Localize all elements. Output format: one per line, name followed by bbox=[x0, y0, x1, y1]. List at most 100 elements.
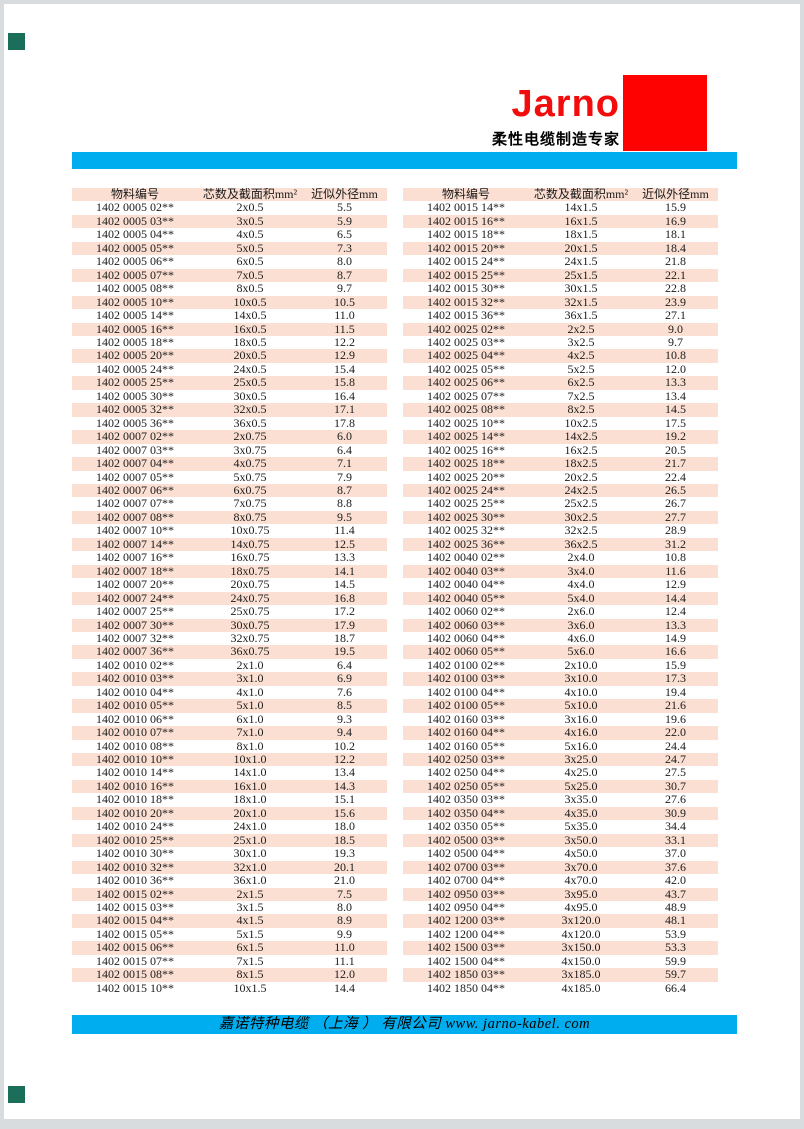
table-cell: 10x0.75 bbox=[230, 524, 270, 538]
table-cell: 30x1.5 bbox=[564, 282, 598, 296]
table-cell: 4x95.0 bbox=[564, 901, 598, 915]
table-cell: 1402 0005 06** bbox=[96, 255, 174, 269]
table-row: 1402 0015 36** 36x1.5 27.1 bbox=[403, 309, 718, 323]
table-cell: 2x0.75 bbox=[233, 430, 267, 444]
table-row: 1402 0010 36** 36x1.0 21.0 bbox=[72, 874, 387, 888]
table-cell: 1402 0500 03** bbox=[427, 833, 505, 847]
table-cell: 13.3 bbox=[664, 618, 686, 632]
table-cell: 8.0 bbox=[336, 901, 352, 915]
table-cell: 14x0.75 bbox=[230, 537, 270, 551]
table-cell: 1402 0010 02** bbox=[96, 658, 174, 672]
table-cell: 5x35.0 bbox=[564, 820, 598, 834]
table-cell: 1402 0010 32** bbox=[96, 860, 174, 874]
table-row: 1402 0025 06** 6x2.5 13.3 bbox=[403, 376, 718, 390]
table-cell: 4x150.0 bbox=[561, 954, 601, 968]
table-cell: 1402 0005 30** bbox=[96, 389, 174, 403]
table-row: 1402 0015 05** 5x1.5 9.9 bbox=[72, 927, 387, 942]
table-cell: 9.0 bbox=[667, 322, 683, 336]
table-row: 1402 0010 05** 5x1.0 8.5 bbox=[72, 699, 387, 713]
table-cell: 7x1.5 bbox=[236, 954, 264, 968]
table-row: 1402 0015 08** 8x1.5 12.0 bbox=[72, 968, 387, 982]
table-row: 1402 0005 07** 7x0.5 8.7 bbox=[72, 268, 387, 283]
table-cell: 8.9 bbox=[336, 914, 352, 928]
table-cell: 1402 0007 06** bbox=[96, 483, 174, 497]
table-cell: 22.8 bbox=[664, 282, 686, 296]
table-cell: 1402 0015 10** bbox=[96, 981, 174, 995]
table-cell: 1402 0005 32** bbox=[96, 403, 174, 417]
table-cell: 9.4 bbox=[336, 726, 352, 740]
table-cell: 1402 0025 36** bbox=[427, 537, 505, 551]
table-cell: 15.9 bbox=[664, 658, 686, 672]
table-cell: 4x185.0 bbox=[561, 981, 601, 995]
table-cell: 1402 0005 36** bbox=[96, 416, 174, 430]
table-cell: 18x2.5 bbox=[564, 457, 598, 471]
table-cell: 1402 0015 24** bbox=[427, 255, 505, 269]
table-cell: 1402 0025 07** bbox=[427, 389, 505, 403]
table-cell: 9.5 bbox=[336, 510, 352, 524]
table-row: 1402 0005 04** 4x0.5 6.5 bbox=[72, 228, 387, 242]
table-cell: 32x0.5 bbox=[233, 403, 267, 417]
table-cell: 2x6.0 bbox=[567, 605, 595, 619]
table-cell: 1402 0040 02** bbox=[427, 551, 505, 565]
table-cell: 37.0 bbox=[664, 847, 686, 861]
table-cell: 10x1.5 bbox=[233, 981, 267, 995]
table-cell: 6x0.5 bbox=[236, 255, 264, 269]
table-row: 1402 0015 14** 14x1.5 15.9 bbox=[403, 201, 718, 215]
table-row: 1402 0007 16** 16x0.75 13.3 bbox=[72, 551, 387, 565]
table-row: 1402 0007 04** 4x0.75 7.1 bbox=[72, 457, 387, 471]
table-cell: 21.8 bbox=[664, 255, 686, 269]
table-cell: 1402 0005 07** bbox=[96, 268, 174, 282]
table-row: 1402 0015 30** 30x1.5 22.8 bbox=[403, 282, 718, 296]
table-cell: 9.7 bbox=[667, 335, 683, 349]
table-row: 1402 0005 36** 36x0.5 17.8 bbox=[72, 416, 387, 431]
table-row: 1402 0025 32** 32x2.5 28.9 bbox=[403, 524, 718, 538]
table-cell: 1402 0025 04** bbox=[427, 349, 505, 363]
table-cell: 8.7 bbox=[336, 268, 352, 282]
table-row: 1402 0010 03** 3x1.0 6.9 bbox=[72, 672, 387, 686]
table-cell: 1402 0015 03** bbox=[96, 901, 174, 915]
table-row: 1402 0025 10** 10x2.5 17.5 bbox=[403, 416, 718, 431]
table-cell: 9.7 bbox=[336, 282, 352, 296]
table-row: 1402 1850 03** 3x185.0 59.7 bbox=[403, 968, 718, 982]
table-cell: 30x1.0 bbox=[233, 847, 267, 861]
table-cell: 1402 1850 04** bbox=[427, 981, 505, 995]
table-cell: 1402 0700 03** bbox=[427, 860, 505, 874]
table-cell: 15.9 bbox=[664, 201, 686, 215]
table-cell: 18x0.75 bbox=[230, 564, 270, 578]
table-cell: 4x0.75 bbox=[233, 457, 267, 471]
table-cell: 25x1.5 bbox=[564, 268, 598, 282]
table-cell: 1402 0025 30** bbox=[427, 510, 505, 524]
table-row: 1402 0007 25** 25x0.75 17.2 bbox=[72, 605, 387, 619]
table-row: 1402 0005 02** 2x0.5 5.5 bbox=[72, 201, 387, 215]
table-cell: 11.0 bbox=[334, 309, 355, 323]
table-cell: 7x1.0 bbox=[236, 726, 264, 740]
table-row: 1402 0010 08** 8x1.0 10.2 bbox=[72, 739, 387, 754]
table-cell: 27.6 bbox=[664, 793, 686, 807]
table-cell: 8x1.0 bbox=[236, 739, 264, 753]
table-cell: 14.1 bbox=[333, 564, 355, 578]
table-cell: 5x25.0 bbox=[564, 779, 598, 793]
table-cell: 12.5 bbox=[333, 537, 355, 551]
table-cell: 1402 0005 08** bbox=[96, 282, 174, 296]
table-cell: 3x0.5 bbox=[236, 214, 264, 228]
table-cell: 1402 0040 05** bbox=[427, 591, 505, 605]
table-cell: 4x1.0 bbox=[236, 685, 264, 699]
table-cell: 1402 0100 05** bbox=[427, 699, 505, 713]
table-cell: 7.6 bbox=[336, 685, 352, 699]
table-cell: 1402 0010 10** bbox=[96, 753, 174, 767]
table-row: 1402 0005 10** 10x0.5 10.5 bbox=[72, 295, 387, 310]
table-cell: 1402 0025 16** bbox=[427, 443, 505, 457]
brand-tagline: 柔性电缆制造专家 bbox=[491, 131, 620, 148]
table-cell: 1402 0010 04** bbox=[96, 685, 174, 699]
table-cell: 1402 0015 16** bbox=[427, 214, 505, 228]
table-cell: 1402 0005 24** bbox=[96, 362, 174, 376]
table-cell: 1402 0007 18** bbox=[96, 564, 174, 578]
table-cell: 10x1.0 bbox=[233, 753, 267, 767]
table-cell: 1402 0007 24** bbox=[96, 591, 174, 605]
table-cell: 18x0.5 bbox=[233, 335, 267, 349]
table-cell: 6x1.0 bbox=[236, 712, 264, 726]
table-cell: 3x50.0 bbox=[564, 833, 598, 847]
table-cell: 1402 0015 04** bbox=[96, 914, 174, 928]
table-cell: 4x10.0 bbox=[564, 685, 598, 699]
table-cell: 10.5 bbox=[333, 295, 355, 309]
